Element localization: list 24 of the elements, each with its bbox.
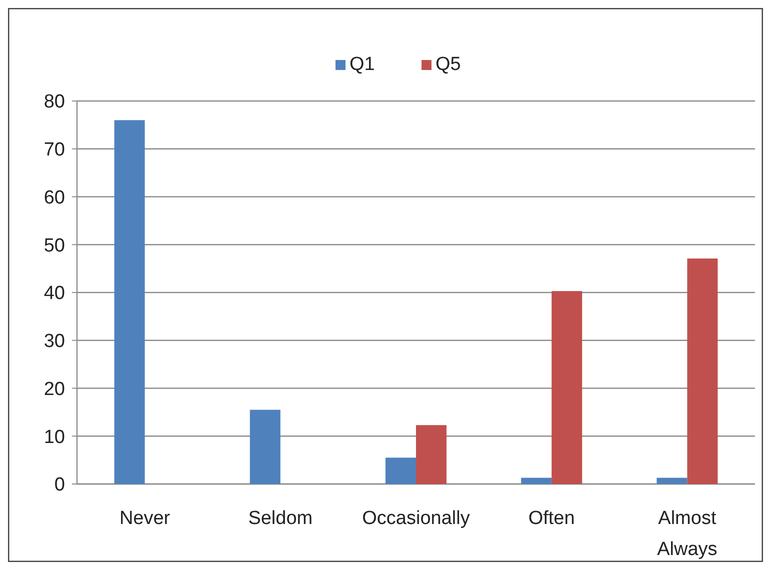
bar (521, 478, 552, 484)
x-tick-label: Seldom (248, 508, 313, 529)
bar (687, 258, 718, 484)
bar (385, 458, 416, 484)
x-tick-label: Never (119, 508, 171, 529)
y-tick-label: 30 (44, 331, 65, 352)
bar (250, 410, 280, 484)
legend-label: Q5 (436, 54, 461, 75)
y-tick-label: 20 (44, 378, 65, 400)
y-tick-label: 80 (44, 92, 65, 113)
bar (416, 425, 447, 484)
y-tick-label: 0 (54, 474, 65, 496)
bar (656, 478, 688, 484)
bar (552, 291, 582, 484)
y-tick-label: 10 (44, 426, 65, 448)
y-tick-label: 40 (44, 283, 65, 304)
legend-label: Q1 (350, 54, 375, 75)
x-tick-label: Almost Always (657, 508, 718, 560)
x-tick-label: Often (528, 508, 575, 529)
x-tick-label: Occasionally (362, 508, 470, 529)
y-tick-label: 60 (44, 187, 65, 208)
bar (114, 120, 145, 484)
y-tick-label: 70 (44, 140, 65, 161)
y-tick-label: 50 (44, 235, 65, 256)
